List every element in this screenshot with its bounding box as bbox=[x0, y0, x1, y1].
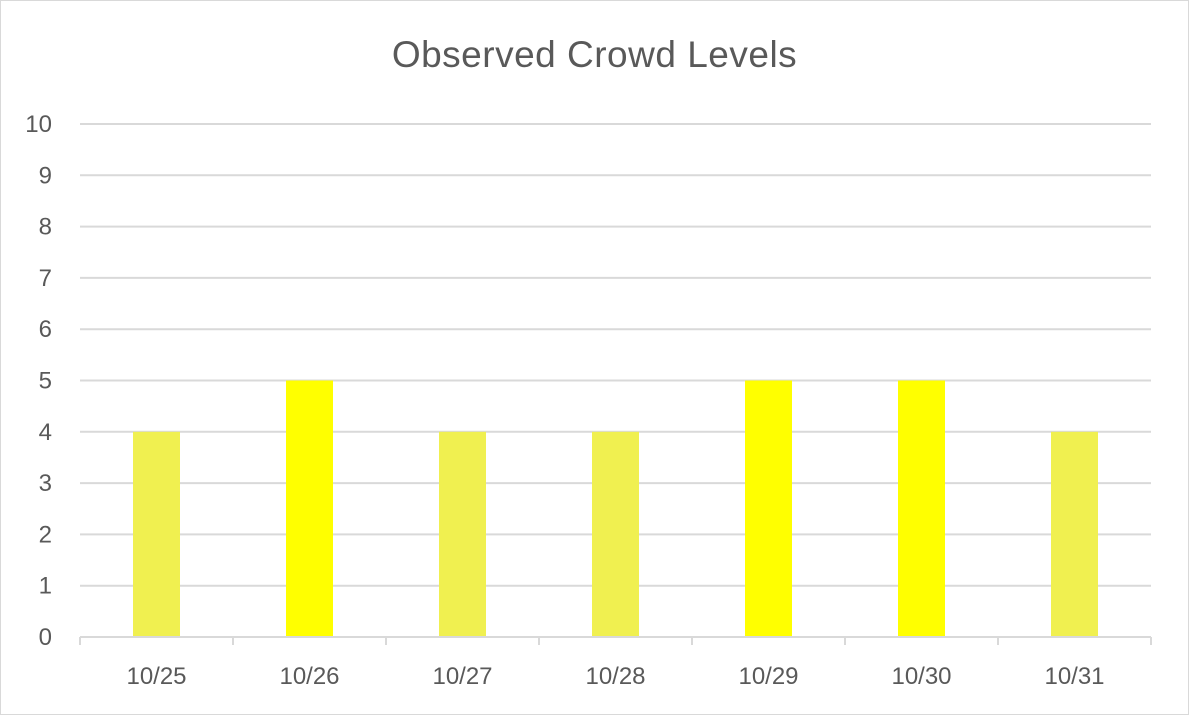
y-tick-label: 1 bbox=[39, 573, 52, 600]
chart-title: Observed Crowd Levels bbox=[391, 34, 798, 75]
bar-10-28 bbox=[592, 431, 639, 637]
x-tick-label: 10/29 bbox=[738, 663, 798, 690]
y-tick-label: 5 bbox=[39, 368, 52, 395]
bar-10-26 bbox=[286, 380, 333, 637]
x-tick-label: 10/28 bbox=[585, 663, 645, 690]
x-tick-label: 10/30 bbox=[891, 663, 951, 690]
y-tick-label: 4 bbox=[39, 419, 52, 446]
x-axis bbox=[79, 636, 1152, 645]
x-tick-label: 10/31 bbox=[1044, 663, 1104, 690]
y-tick-labels: 0 1 2 3 4 5 6 7 8 9 10 bbox=[25, 111, 52, 651]
x-tick-labels: 10/25 10/26 10/27 10/28 10/29 10/30 10/31 bbox=[126, 663, 1104, 690]
bar-10-31 bbox=[1051, 431, 1098, 637]
bar-10-29 bbox=[745, 380, 792, 637]
bar-10-25 bbox=[133, 431, 180, 637]
y-tick-label: 0 bbox=[39, 624, 52, 651]
bars bbox=[133, 380, 1098, 637]
y-tick-label: 10 bbox=[25, 111, 52, 138]
bar-10-27 bbox=[439, 431, 486, 637]
x-tick-label: 10/26 bbox=[279, 663, 339, 690]
x-tick-label: 10/25 bbox=[126, 663, 186, 690]
y-tick-label: 2 bbox=[39, 521, 52, 548]
x-tick-label: 10/27 bbox=[432, 663, 492, 690]
y-tick-label: 3 bbox=[39, 470, 52, 497]
y-tick-label: 9 bbox=[39, 162, 52, 189]
y-tick-label: 7 bbox=[39, 265, 52, 292]
bar-10-30 bbox=[898, 380, 945, 637]
y-tick-label: 8 bbox=[39, 214, 52, 241]
y-tick-label: 6 bbox=[39, 316, 52, 343]
